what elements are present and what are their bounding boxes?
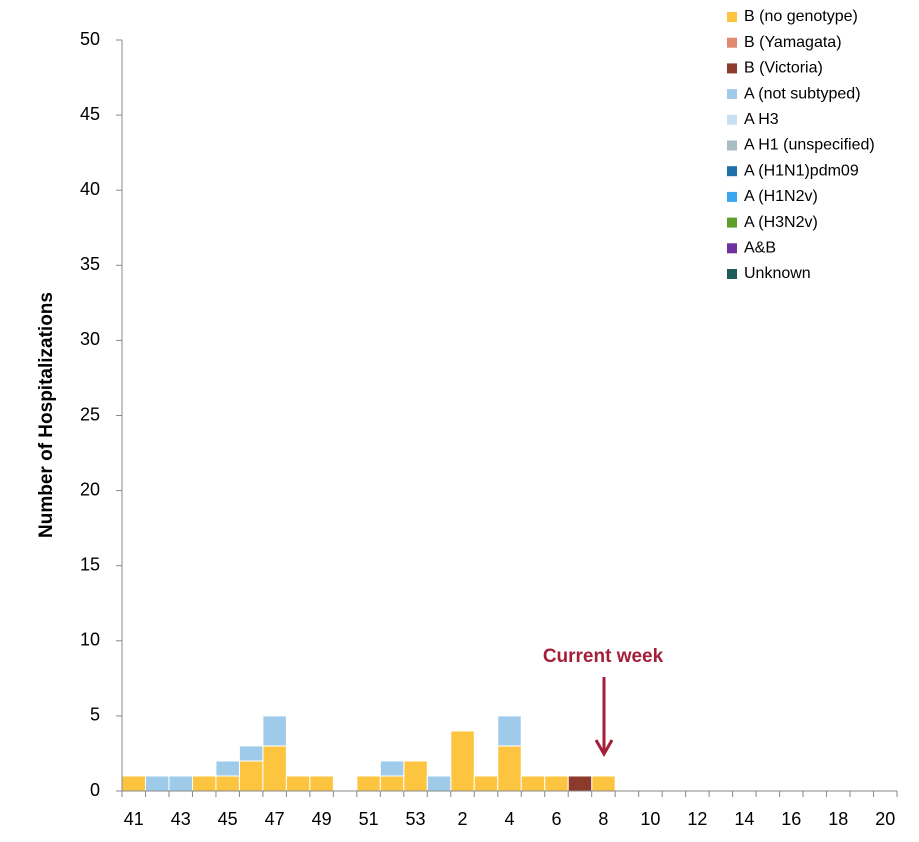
y-tick-label: 10 <box>80 630 100 650</box>
y-tick-label: 25 <box>80 404 100 424</box>
x-tick-label: 51 <box>359 809 379 829</box>
legend-label: A (not subtyped) <box>744 85 861 102</box>
x-tick-label: 20 <box>875 809 895 829</box>
x-tick-label: 18 <box>828 809 848 829</box>
legend-swatch <box>727 12 737 22</box>
bar-segment <box>168 775 193 792</box>
x-tick-label: 2 <box>458 809 468 829</box>
bar-segment <box>215 760 240 777</box>
bar-segment <box>544 775 569 792</box>
legend-swatch <box>727 114 737 125</box>
bar-segment <box>497 715 522 747</box>
legend-label: A H3 <box>744 111 779 128</box>
bar-segment <box>567 775 593 792</box>
bar-segment <box>121 775 146 792</box>
bar-segment <box>379 775 405 792</box>
x-tick-label: 4 <box>504 809 514 829</box>
bar-segment <box>262 745 287 792</box>
x-tick-label: 12 <box>687 809 707 829</box>
x-tick-label: 6 <box>551 809 561 829</box>
y-tick-label: 20 <box>80 479 100 499</box>
bar-segment <box>379 760 405 777</box>
y-tick-label: 15 <box>80 554 100 574</box>
legend-swatch <box>727 269 737 279</box>
x-tick-label: 45 <box>218 809 238 829</box>
y-tick-label: 30 <box>80 329 100 349</box>
x-tick-label: 41 <box>124 809 144 829</box>
legend-swatch <box>727 140 737 151</box>
bar-segment <box>215 775 240 792</box>
legend-label: B (Victoria) <box>744 60 823 77</box>
bar-segment <box>191 775 217 792</box>
legend-label: B (Yamagata) <box>744 34 842 51</box>
y-tick-label: 35 <box>80 254 100 274</box>
bar-segment <box>238 745 264 762</box>
bar-segment <box>426 775 452 792</box>
x-tick-label: 49 <box>312 809 332 829</box>
bar-segment <box>285 775 311 792</box>
x-tick-label: 14 <box>734 809 754 829</box>
y-tick-label: 45 <box>80 104 100 124</box>
legend-label: A (H1N1)pdm09 <box>744 162 859 179</box>
legend-label: A (H1N2v) <box>744 188 818 205</box>
legend-label: A H1 (unspecified) <box>744 137 875 154</box>
y-tick-label: 5 <box>90 705 100 725</box>
bar-segment <box>450 730 475 792</box>
x-tick-label: 16 <box>781 809 801 829</box>
bar-segment <box>473 775 499 792</box>
x-tick-label: 43 <box>171 809 191 829</box>
annotation: Current week <box>543 646 664 667</box>
bar-segment <box>309 775 334 792</box>
legend-swatch <box>727 63 737 74</box>
x-tick-label: 8 <box>598 809 608 829</box>
bar-segment <box>403 760 428 792</box>
legend-swatch <box>727 191 737 202</box>
legend-label: A (H3N2v) <box>744 214 818 231</box>
x-tick-label: 10 <box>640 809 660 829</box>
bar-segment <box>262 715 287 747</box>
legend-label: Unknown <box>744 265 811 282</box>
legend-swatch <box>727 217 737 228</box>
bar-segment <box>520 775 546 792</box>
annotation-arrowhead <box>594 739 614 758</box>
y-tick-label: 0 <box>90 780 100 800</box>
y-tick-label: 50 <box>80 29 100 49</box>
x-tick-label: 53 <box>406 809 426 829</box>
bar-segment <box>356 775 381 792</box>
legend-label: A&B <box>744 240 776 257</box>
legend-swatch <box>727 166 737 177</box>
bar-segment <box>497 745 522 792</box>
bar-segment <box>144 775 170 792</box>
legend-swatch <box>727 243 737 254</box>
y-axis-label: Number of Hospitalizations <box>36 292 57 538</box>
legend-swatch <box>727 89 737 100</box>
bar-segment <box>591 775 616 792</box>
bar-segment <box>238 760 264 792</box>
legend-swatch <box>727 37 737 48</box>
x-tick-label: 47 <box>265 809 285 829</box>
legend-label: B (no genotype) <box>744 8 858 25</box>
y-tick-label: 40 <box>80 179 100 199</box>
